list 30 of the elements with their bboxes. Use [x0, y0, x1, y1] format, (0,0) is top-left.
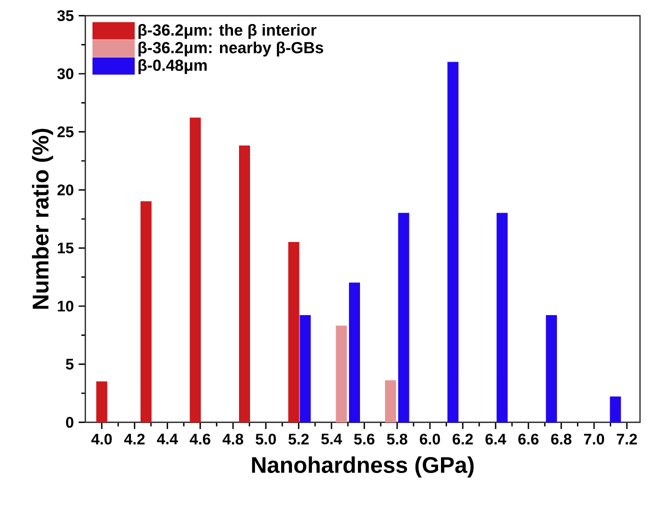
- x-axis-title: Nanohardness (GPa): [252, 456, 474, 478]
- x-tick-label: 6.0: [420, 434, 440, 445]
- x-tick-label: 6.2: [452, 434, 473, 445]
- legend-label: β-0.48μm: [138, 59, 207, 74]
- y-tick-label: 5: [66, 358, 74, 370]
- x-tick-label: 5.6: [354, 434, 374, 445]
- y-tick-label: 25: [57, 126, 74, 138]
- x-tick-label: 6.6: [518, 434, 539, 445]
- legend-label: β-36.2μm: nearby β-GBs: [138, 42, 324, 57]
- x-tick-label: 5.8: [386, 434, 408, 445]
- x-tick-label: 4.0: [91, 434, 112, 445]
- y-tick-label: 35: [57, 10, 74, 22]
- x-tick-label: 6.4: [486, 434, 506, 445]
- x-tick-label: 4.2: [124, 434, 145, 444]
- x-tick-label: 5.4: [321, 434, 342, 444]
- x-tick-label: 5.0: [256, 434, 276, 445]
- y-tick-label: 0: [66, 416, 74, 428]
- legend-label: β-36.2μm: the β interior: [138, 24, 316, 39]
- y-tick-label: 15: [58, 242, 74, 254]
- x-tick-label: 6.8: [551, 434, 572, 445]
- y-tick-label: 20: [57, 184, 74, 196]
- y-axis-title: Number ratio (%): [32, 128, 54, 309]
- y-tick-label: 10: [58, 300, 74, 312]
- x-tick-label: 4.6: [190, 434, 210, 445]
- x-tick-label: 4.8: [222, 434, 244, 445]
- x-tick-label: 5.2: [288, 434, 309, 445]
- x-tick-label: 7.2: [616, 434, 637, 444]
- y-tick-label: 30: [57, 68, 74, 80]
- x-tick-label: 4.4: [156, 434, 178, 444]
- x-tick-label: 7.0: [584, 434, 604, 445]
